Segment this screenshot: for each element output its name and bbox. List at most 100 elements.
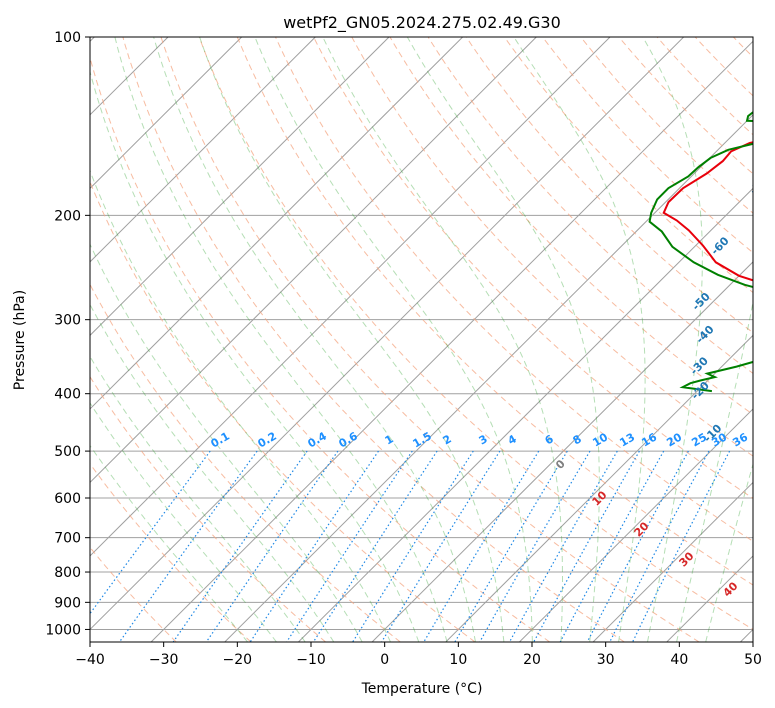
- x-tick-label: −30: [149, 652, 179, 668]
- mixing-ratio-line: [508, 450, 618, 642]
- isotherm-line: [224, 114, 753, 642]
- x-tick-label: 20: [523, 652, 541, 668]
- mixing-ratio-line: [423, 450, 540, 642]
- dry-adiabat-line: [90, 180, 476, 642]
- dry-adiabat-line: [275, 37, 753, 542]
- y-tick-label: 300: [54, 313, 81, 329]
- moist-adiabat-line: [642, 37, 703, 642]
- mixing-ratio-line: [586, 450, 689, 642]
- mixing-ratio-line: [90, 450, 211, 615]
- plot-area: -100-90-80-70-60-50-40-30-20-100.10.20.4…: [90, 37, 775, 642]
- mixing-ratio-label: 3: [477, 432, 490, 447]
- y-tick-label: 900: [54, 595, 81, 611]
- isotherm-line: [150, 40, 753, 642]
- x-tick-label: 30: [597, 652, 615, 668]
- axes: −40 −30 −20 −10 0 10 20 30 40 5010020030040050060…: [45, 30, 762, 668]
- plot-frame: [89, 36, 754, 643]
- dry-adiabat-line: [580, 37, 753, 214]
- mixing-ratio-label: 1: [383, 432, 396, 447]
- mixing-ratio-label: 13: [617, 431, 637, 450]
- dewpoint-trace: [648, 110, 753, 393]
- y-tick-label: 1000: [45, 622, 81, 638]
- y-tick-label: 200: [54, 208, 81, 224]
- x-tick-label: 10: [449, 652, 467, 668]
- mixing-ratio-label: 1.5: [411, 429, 434, 450]
- mixing-ratio-line: [286, 450, 413, 642]
- x-tick-label: 0: [380, 652, 389, 668]
- x-tick-label: −40: [75, 652, 105, 668]
- mixing-ratio-line: [205, 450, 339, 642]
- mixing-ratio-line: [249, 450, 379, 642]
- dry-adiabat-line: [122, 37, 625, 642]
- moist-adiabat-line: [199, 37, 505, 642]
- dry-adiabat-line: [90, 283, 401, 642]
- dry-adiabat-line: [313, 37, 753, 499]
- isotherm-line: [90, 37, 390, 337]
- mixing-ratio-line: [381, 450, 501, 642]
- isotherm-line: [90, 37, 685, 631]
- isotherm-line: [445, 334, 753, 642]
- moist-adiabat-line: [90, 169, 391, 642]
- isotherm-line: [90, 37, 243, 190]
- mixing-ratio-label: 20: [664, 430, 684, 449]
- mixing-ratio-label: 0.1: [209, 429, 232, 450]
- dry-adiabat-line: [465, 37, 753, 334]
- dry-adiabat-line: [160, 37, 700, 642]
- isotherm-line: [90, 37, 537, 484]
- dry-adiabat-line: [198, 37, 753, 631]
- mixing-ratio-label: 10: [590, 430, 610, 449]
- isotherm-line: [90, 37, 464, 410]
- moist-adiabat-line: [90, 69, 420, 642]
- mixing-ratio-line: [172, 450, 308, 642]
- dry-adiabat-line: [618, 37, 753, 175]
- mixing-ratio-line: [609, 450, 710, 642]
- mixing-ratio-line: [533, 450, 640, 642]
- y-axis-title: Pressure (hPa): [12, 290, 28, 390]
- moist-adiabat-label: 30: [677, 549, 697, 569]
- plot-content: -100-90-80-70-60-50-40-30-20-100.10.20.4…: [90, 37, 775, 642]
- x-tick-label: 50: [744, 652, 762, 668]
- mixing-ratio-label: 16: [639, 430, 659, 449]
- dry-adiabat-line: [90, 462, 252, 642]
- isotherm-line: [519, 408, 753, 642]
- mixing-ratio-label: 0.4: [306, 429, 330, 450]
- x-tick-label: 40: [670, 652, 688, 668]
- dry-adiabat-label: -50: [690, 290, 713, 313]
- isotherm-line: [592, 481, 753, 642]
- dry-adiabat-label: -80: [760, 131, 775, 154]
- isotherm-line: [90, 37, 611, 557]
- mixing-ratio-label: 6: [543, 432, 556, 447]
- moist-adiabat-label: 40: [721, 579, 741, 599]
- y-tick-label: 100: [54, 30, 81, 46]
- moist-adiabat-line: [406, 37, 600, 642]
- mixing-ratio-label: 36: [730, 430, 750, 449]
- moist-adiabat-line: [705, 462, 753, 642]
- dry-adiabat-label: -60: [708, 234, 731, 257]
- mixing-ratio-line: [559, 450, 665, 642]
- isotherm-line: [666, 555, 753, 642]
- moist-adiabat-line: [90, 402, 277, 642]
- moist-adiabat-line: [90, 303, 335, 642]
- isotherm-line: [90, 37, 316, 263]
- dry-adiabat-line: [90, 55, 550, 642]
- moist-adiabat-line: [90, 243, 363, 642]
- mixing-ratio-line: [312, 450, 438, 642]
- moist-adiabat-line: [114, 37, 448, 642]
- isotherm-line: [371, 261, 753, 642]
- x-tick-label: −20: [223, 652, 253, 668]
- dry-adiabat-line: [90, 375, 326, 642]
- dry-adiabat-line: [236, 37, 753, 586]
- dry-adiabat-line: [389, 37, 753, 416]
- x-tick-label: −10: [296, 652, 326, 668]
- mixing-ratio-label: 8: [571, 432, 584, 447]
- moist-adiabat-line: [90, 444, 248, 642]
- dry-adiabat-label: -70: [747, 174, 770, 197]
- y-tick-label: 600: [54, 491, 81, 507]
- mixing-ratio-label: 2: [441, 432, 454, 447]
- dry-adiabat-line: [351, 37, 753, 457]
- moist-adiabat-line: [676, 299, 753, 642]
- moist-adiabat-line: [90, 355, 306, 642]
- mixing-ratio-label: 4: [506, 432, 519, 447]
